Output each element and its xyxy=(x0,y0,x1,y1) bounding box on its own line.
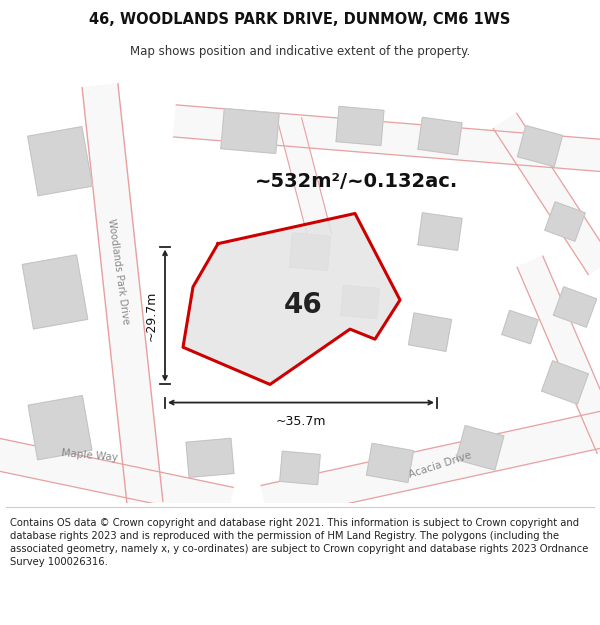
Polygon shape xyxy=(28,396,92,460)
Polygon shape xyxy=(174,105,600,172)
Polygon shape xyxy=(183,214,400,384)
Text: Acacia Drive: Acacia Drive xyxy=(407,450,473,480)
Polygon shape xyxy=(367,443,413,483)
Polygon shape xyxy=(456,426,504,470)
Polygon shape xyxy=(545,202,585,241)
Polygon shape xyxy=(336,106,384,146)
Text: Map shows position and indicative extent of the property.: Map shows position and indicative extent… xyxy=(130,45,470,58)
Text: Maple Way: Maple Way xyxy=(61,448,119,463)
Polygon shape xyxy=(542,361,589,404)
Text: ~35.7m: ~35.7m xyxy=(276,414,326,428)
Polygon shape xyxy=(221,109,279,154)
Polygon shape xyxy=(502,311,538,344)
Polygon shape xyxy=(409,313,451,351)
Polygon shape xyxy=(553,287,596,328)
Polygon shape xyxy=(518,126,562,167)
Polygon shape xyxy=(186,438,234,478)
Polygon shape xyxy=(517,256,600,453)
Polygon shape xyxy=(22,255,88,329)
Polygon shape xyxy=(0,437,233,519)
Polygon shape xyxy=(341,286,379,319)
Text: ~29.7m: ~29.7m xyxy=(145,291,158,341)
Polygon shape xyxy=(290,233,331,271)
Text: Contains OS data © Crown copyright and database right 2021. This information is : Contains OS data © Crown copyright and d… xyxy=(10,518,589,568)
Polygon shape xyxy=(82,84,163,505)
Polygon shape xyxy=(28,127,92,196)
Polygon shape xyxy=(418,118,462,155)
Polygon shape xyxy=(278,118,332,239)
Polygon shape xyxy=(493,113,600,274)
Text: 46: 46 xyxy=(284,291,322,319)
Text: Woodlands Park Drive: Woodlands Park Drive xyxy=(106,218,130,326)
Polygon shape xyxy=(280,451,320,484)
Polygon shape xyxy=(418,213,462,250)
Polygon shape xyxy=(261,410,600,521)
Text: ~532m²/~0.132ac.: ~532m²/~0.132ac. xyxy=(255,172,458,191)
Text: 46, WOODLANDS PARK DRIVE, DUNMOW, CM6 1WS: 46, WOODLANDS PARK DRIVE, DUNMOW, CM6 1W… xyxy=(89,12,511,27)
